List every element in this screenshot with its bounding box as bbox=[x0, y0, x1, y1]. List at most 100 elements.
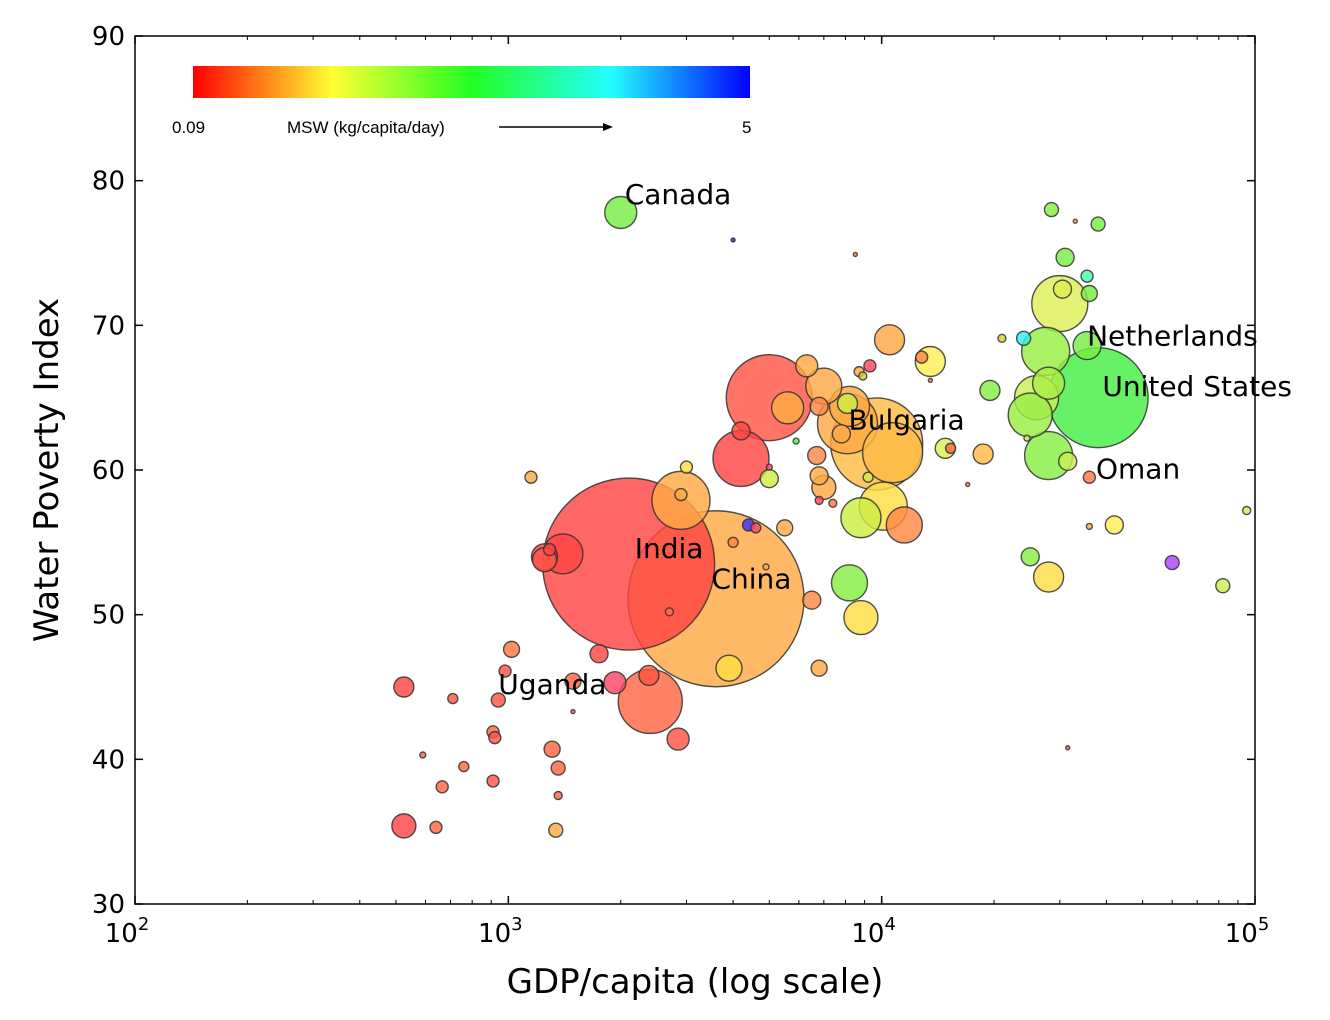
bubble-point bbox=[750, 522, 762, 534]
bubble-point bbox=[807, 445, 827, 466]
bubble-point bbox=[1032, 561, 1065, 593]
bubble-point bbox=[927, 377, 934, 384]
annotation-label: Bulgaria bbox=[848, 403, 964, 436]
bubble-point bbox=[809, 396, 829, 417]
bubble-point bbox=[1080, 284, 1099, 303]
bubble-point bbox=[1065, 745, 1071, 751]
annotation-label: Canada bbox=[625, 178, 732, 211]
bubble-point bbox=[550, 760, 566, 776]
bubble-point bbox=[810, 659, 828, 677]
bubble-point bbox=[809, 466, 829, 486]
bubble-point bbox=[391, 813, 417, 839]
annotations-layer: Canada Netherlands United States Bulgaria Om… bbox=[498, 178, 1292, 701]
bubble-point bbox=[862, 471, 874, 483]
bubble-point bbox=[524, 470, 538, 484]
bubble-point bbox=[1023, 434, 1031, 442]
bubble-point bbox=[603, 670, 627, 695]
x-tick-label: 105 bbox=[1225, 914, 1270, 949]
bubble-point bbox=[1090, 216, 1106, 232]
y-tick-label: 90 bbox=[92, 22, 125, 52]
bubble-point bbox=[965, 481, 971, 488]
bubbles-layer bbox=[391, 195, 1252, 839]
bubble-point bbox=[1082, 470, 1097, 484]
bubble-point bbox=[831, 424, 852, 444]
bubble-point bbox=[843, 599, 879, 636]
colorbar-title: MSW (kg/capita/day) bbox=[287, 118, 445, 137]
bubble-point bbox=[1164, 554, 1180, 571]
bubble-point bbox=[762, 563, 770, 571]
bubble-point bbox=[548, 822, 564, 838]
colorbar-gradient bbox=[193, 66, 750, 98]
bubble-point bbox=[589, 644, 609, 664]
bubble-point bbox=[1085, 522, 1094, 531]
bubble-point bbox=[792, 437, 800, 445]
bubble-point bbox=[828, 498, 838, 508]
bubble-point bbox=[830, 564, 869, 602]
bubble-point bbox=[393, 676, 415, 698]
y-tick-label: 50 bbox=[92, 601, 125, 631]
annotation-label: India bbox=[635, 532, 704, 565]
bubble-point bbox=[488, 730, 502, 745]
annotation-label: Oman bbox=[1096, 453, 1180, 486]
bubble-point bbox=[447, 692, 459, 705]
annotation-label: United States bbox=[1102, 370, 1292, 403]
bubble-point bbox=[564, 672, 582, 690]
bubble-point bbox=[852, 251, 859, 258]
bubble-point bbox=[873, 324, 906, 356]
bubble-point bbox=[1072, 218, 1078, 224]
bubble-point bbox=[498, 664, 512, 678]
bubble-point bbox=[730, 237, 736, 243]
bubble-point bbox=[664, 607, 675, 617]
bubble-point bbox=[776, 519, 794, 537]
colorbar-max-label: 5 bbox=[742, 118, 751, 137]
colorbar-min-label: 0.09 bbox=[172, 118, 205, 137]
bubble-point bbox=[1104, 515, 1125, 535]
y-tick-label: 40 bbox=[92, 745, 125, 775]
bubble-point bbox=[1052, 279, 1073, 299]
x-tick-label: 104 bbox=[851, 914, 896, 949]
bubble-point bbox=[604, 195, 638, 230]
bubble-point bbox=[715, 654, 743, 682]
bubble-point bbox=[553, 790, 563, 801]
bubble-point bbox=[861, 421, 924, 484]
bubble-point bbox=[972, 443, 994, 465]
colorbar: 0.09 MSW (kg/capita/day) 5 bbox=[172, 66, 751, 137]
y-tick-label: 60 bbox=[92, 456, 125, 486]
bubble-point bbox=[802, 590, 822, 610]
x-tick-label: 102 bbox=[105, 914, 150, 949]
bubble-point bbox=[765, 463, 773, 471]
bubble-point bbox=[435, 780, 449, 794]
bubble-point bbox=[770, 391, 805, 425]
bubble-point bbox=[679, 460, 694, 474]
x-axis-title: GDP/capita (log scale) bbox=[507, 962, 884, 1002]
bubble-point bbox=[863, 359, 877, 373]
bubble-point bbox=[997, 333, 1007, 344]
bubble-point bbox=[419, 751, 427, 759]
bubble-point bbox=[727, 536, 739, 549]
bubble-point bbox=[795, 354, 819, 378]
bubble-point bbox=[1215, 578, 1231, 594]
colorbar-arrow-head bbox=[603, 123, 613, 131]
bubble-point bbox=[731, 421, 751, 441]
bubble-point bbox=[674, 487, 688, 502]
bubble-point bbox=[1055, 247, 1075, 268]
annotation-label: China bbox=[711, 563, 791, 596]
x-tick-label: 103 bbox=[478, 914, 523, 949]
y-axis-title: Water Poverty Index bbox=[27, 298, 67, 642]
bubble-point bbox=[979, 379, 1001, 402]
bubble-point bbox=[858, 371, 868, 381]
bubble-point bbox=[840, 497, 882, 539]
bubble-point bbox=[542, 542, 557, 557]
bubble-point bbox=[885, 506, 924, 544]
bubble-point bbox=[666, 727, 690, 751]
bubble-point bbox=[458, 760, 470, 773]
bubble-point bbox=[1043, 201, 1060, 218]
bubble-point bbox=[570, 708, 576, 715]
bubble-point bbox=[429, 820, 443, 835]
bubble-point bbox=[914, 350, 929, 364]
bubble-point bbox=[543, 740, 561, 758]
bubble-point bbox=[944, 442, 957, 454]
bubble-point bbox=[490, 692, 507, 708]
y-tick-label: 30 bbox=[92, 890, 125, 920]
